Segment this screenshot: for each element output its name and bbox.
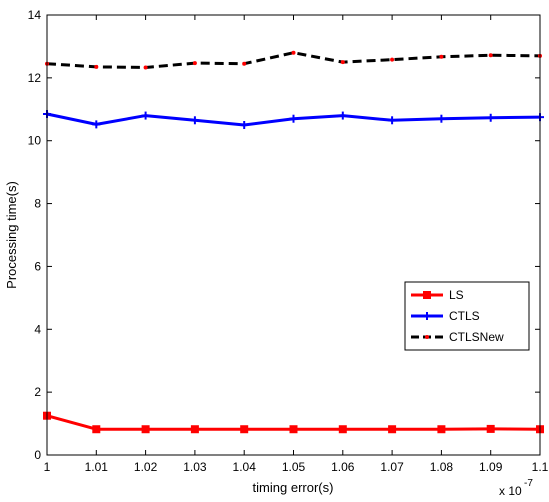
legend-item-ctls: CTLS xyxy=(411,309,480,323)
y-axis-ticks: 0 2 4 6 8 10 12 14 xyxy=(28,8,540,462)
legend: LS CTLS CTLSNew xyxy=(404,281,530,351)
data-point-ctlsnew xyxy=(291,50,296,55)
legend-item-ctlsnew: CTLSNew xyxy=(411,330,504,344)
data-point-ctlsnew xyxy=(192,61,197,66)
y-tick-label: 12 xyxy=(28,71,42,85)
data-point-ctlsnew xyxy=(94,64,99,69)
data-point-ctls xyxy=(240,121,249,129)
x-tick-label: 1.04 xyxy=(233,460,257,474)
y-tick-label: 8 xyxy=(34,197,41,211)
x-tick-label: 1.06 xyxy=(331,460,355,474)
data-point-ls xyxy=(92,425,101,434)
y-tick-label: 2 xyxy=(34,385,41,399)
series-line-ctlsnew xyxy=(46,51,541,69)
x-tick-label: 1 xyxy=(44,460,51,474)
data-point-ctls xyxy=(338,111,347,120)
data-point-ctls xyxy=(486,113,495,122)
x-axis-ticks: 1 1.01 1.02 1.03 1.04 1.05 1.06 1.07 1.08 1.09 1.1 xyxy=(44,15,549,474)
x-axis-multiplier: x 10 -7 xyxy=(499,478,533,498)
x-tick-label: 1.01 xyxy=(85,460,109,474)
data-point-ctlsnew xyxy=(488,53,493,58)
data-point-ctls xyxy=(190,116,199,125)
x-axis-multiplier-exponent: -7 xyxy=(524,478,533,489)
x-axis-multiplier-base: x 10 xyxy=(499,484,522,498)
data-point-ctlsnew xyxy=(143,65,148,70)
legend-marker-ls xyxy=(423,291,431,299)
y-tick-label: 14 xyxy=(28,8,42,22)
data-point-ls xyxy=(190,425,199,434)
x-tick-label: 1.03 xyxy=(183,460,207,474)
data-point-ctlsnew xyxy=(242,61,247,66)
data-point-ls xyxy=(240,425,249,434)
series-layer xyxy=(43,50,544,434)
legend-label-ctlsnew: CTLSNew xyxy=(449,330,504,344)
legend-item-ls: LS xyxy=(411,288,464,302)
legend-marker-ctlsnew xyxy=(425,335,429,339)
x-tick-label: 1.1 xyxy=(532,460,549,474)
data-point-ls xyxy=(486,424,495,433)
data-point-ls xyxy=(437,425,446,434)
data-point-ctls xyxy=(141,111,150,120)
y-tick-label: 4 xyxy=(34,322,41,336)
legend-label-ctls: CTLS xyxy=(449,309,480,323)
data-point-ctlsnew xyxy=(439,54,444,59)
data-point-ctlsnew xyxy=(390,57,395,62)
y-tick-label: 0 xyxy=(34,448,41,462)
data-point-ctls xyxy=(437,114,446,123)
data-point-ctls xyxy=(289,114,298,123)
x-tick-label: 1.08 xyxy=(430,460,454,474)
data-point-ctls xyxy=(388,116,397,125)
data-point-ctls xyxy=(92,120,101,129)
legend-marker-ctls xyxy=(423,312,431,320)
y-tick-label: 6 xyxy=(34,259,41,273)
x-tick-label: 1.09 xyxy=(479,460,503,474)
data-point-ctlsnew xyxy=(340,60,345,65)
x-tick-label: 1.07 xyxy=(380,460,404,474)
data-point-ls xyxy=(141,425,150,434)
legend-label-ls: LS xyxy=(449,288,464,302)
y-axis-label: Processing time(s) xyxy=(4,181,19,289)
x-tick-label: 1.05 xyxy=(282,460,306,474)
y-tick-label: 10 xyxy=(28,134,42,148)
x-axis-label: timing error(s) xyxy=(253,480,334,495)
x-tick-label: 1.02 xyxy=(134,460,158,474)
data-point-ls xyxy=(289,425,298,434)
data-point-ls xyxy=(338,425,347,434)
data-point-ls xyxy=(388,425,397,434)
